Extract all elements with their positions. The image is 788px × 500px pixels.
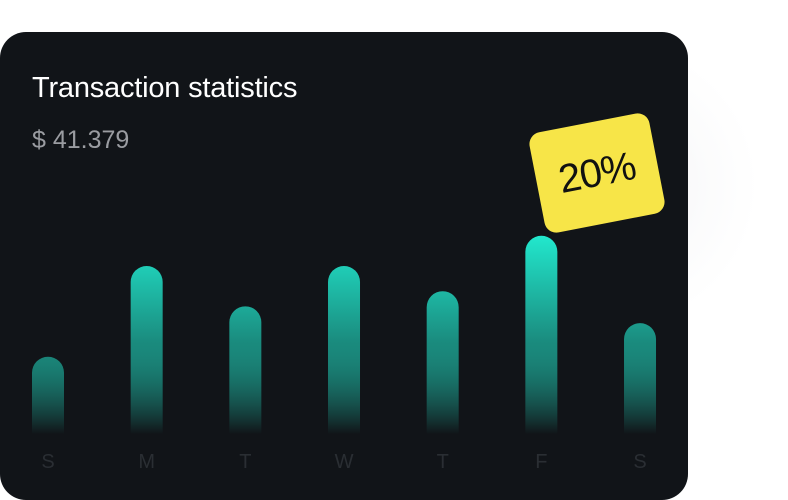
card-title: Transaction statistics [32, 72, 298, 104]
bar-s-0 [32, 356, 64, 434]
day-label-5: F [535, 451, 547, 473]
day-label-1: M [138, 451, 155, 473]
bar-f-5 [525, 235, 558, 434]
day-label-0: S [41, 451, 54, 473]
bar-t-4 [426, 291, 459, 434]
bar-t-2 [229, 306, 262, 434]
day-label-6: S [633, 451, 646, 473]
day-label-3: W [335, 451, 354, 473]
day-label-4: T [437, 451, 449, 473]
bar-w-3 [328, 266, 361, 434]
card-amount: $ 41.379 [32, 126, 130, 154]
bar-s-6 [624, 323, 657, 434]
bar-m-1 [130, 266, 163, 434]
percentage-badge-label: 20% [554, 143, 639, 202]
day-label-2: T [239, 451, 251, 473]
chart-bars [32, 235, 657, 434]
